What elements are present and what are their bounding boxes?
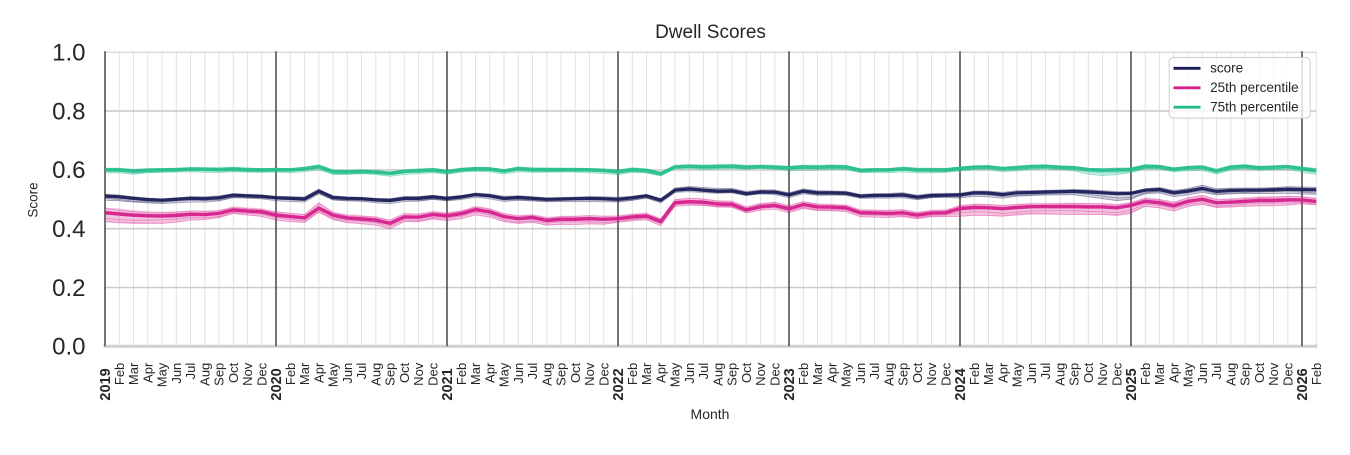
svg-text:Feb: Feb (796, 363, 811, 385)
svg-text:May: May (155, 362, 170, 387)
svg-text:May: May (668, 362, 683, 387)
svg-text:1.0: 1.0 (52, 40, 85, 67)
svg-text:Jun: Jun (340, 363, 355, 384)
svg-text:Sep: Sep (383, 363, 398, 386)
svg-text:Dec: Dec (938, 362, 953, 386)
svg-text:Mar: Mar (297, 362, 312, 385)
svg-text:Oct: Oct (739, 362, 754, 383)
svg-text:75th percentile: 75th percentile (1210, 99, 1299, 114)
svg-text:Dec: Dec (1109, 362, 1124, 386)
svg-text:Nov: Nov (582, 362, 597, 386)
svg-text:Jun: Jun (1195, 363, 1210, 384)
svg-text:May: May (497, 362, 512, 387)
svg-text:Nov: Nov (753, 362, 768, 386)
svg-text:Aug: Aug (1052, 363, 1067, 386)
svg-text:0.4: 0.4 (52, 216, 85, 243)
svg-text:Aug: Aug (368, 363, 383, 386)
svg-text:Feb: Feb (967, 363, 982, 385)
svg-text:May: May (839, 362, 854, 387)
svg-text:Mar: Mar (1152, 362, 1167, 385)
svg-text:Dec: Dec (425, 362, 440, 386)
svg-text:Dec: Dec (254, 362, 269, 386)
svg-text:2021: 2021 (440, 368, 456, 400)
svg-text:Mar: Mar (810, 362, 825, 385)
svg-text:Feb: Feb (1138, 363, 1153, 385)
svg-text:Oct: Oct (226, 362, 241, 383)
svg-text:Jun: Jun (169, 363, 184, 384)
svg-text:0.0: 0.0 (52, 334, 85, 361)
svg-text:Jun: Jun (853, 363, 868, 384)
svg-text:Nov: Nov (240, 362, 255, 386)
svg-text:Oct: Oct (1081, 362, 1096, 383)
svg-text:Nov: Nov (411, 362, 426, 386)
svg-text:Feb: Feb (625, 363, 640, 385)
svg-text:Sep: Sep (1238, 363, 1253, 386)
svg-text:Jun: Jun (511, 363, 526, 384)
svg-text:Jul: Jul (183, 363, 198, 380)
svg-text:Apr: Apr (482, 362, 497, 383)
svg-text:Feb: Feb (1309, 363, 1324, 385)
svg-text:Oct: Oct (568, 362, 583, 383)
svg-text:May: May (326, 362, 341, 387)
svg-text:Jul: Jul (1209, 363, 1224, 380)
svg-text:2023: 2023 (782, 368, 798, 400)
svg-text:25th percentile: 25th percentile (1210, 80, 1299, 95)
svg-text:2025: 2025 (1124, 368, 1140, 400)
svg-text:Dwell Scores: Dwell Scores (655, 22, 766, 43)
svg-text:Jun: Jun (682, 363, 697, 384)
svg-text:Aug: Aug (1223, 363, 1238, 386)
svg-text:Apr: Apr (140, 362, 155, 383)
svg-text:Apr: Apr (824, 362, 839, 383)
svg-text:Oct: Oct (397, 362, 412, 383)
svg-text:Mar: Mar (468, 362, 483, 385)
svg-text:0.8: 0.8 (52, 98, 85, 125)
svg-text:Mar: Mar (981, 362, 996, 385)
svg-text:Oct: Oct (1252, 362, 1267, 383)
svg-text:Jul: Jul (696, 363, 711, 380)
svg-text:Feb: Feb (454, 363, 469, 385)
svg-text:Jul: Jul (525, 363, 540, 380)
svg-text:Month: Month (691, 406, 730, 422)
svg-text:Aug: Aug (197, 363, 212, 386)
svg-text:May: May (1181, 362, 1196, 387)
svg-text:Mar: Mar (639, 362, 654, 385)
svg-text:Dec: Dec (767, 362, 782, 386)
svg-text:Dec: Dec (1280, 362, 1295, 386)
svg-text:Feb: Feb (112, 363, 127, 385)
svg-text:Oct: Oct (910, 362, 925, 383)
svg-text:Jul: Jul (354, 363, 369, 380)
svg-text:2020: 2020 (269, 368, 285, 400)
svg-text:Apr: Apr (1166, 362, 1181, 383)
svg-text:May: May (1010, 362, 1025, 387)
svg-text:2022: 2022 (611, 368, 627, 400)
svg-text:Apr: Apr (995, 362, 1010, 383)
svg-text:Sep: Sep (725, 363, 740, 386)
svg-text:2019: 2019 (98, 368, 114, 400)
svg-text:Nov: Nov (1095, 362, 1110, 386)
svg-text:Sep: Sep (554, 363, 569, 386)
svg-text:0.6: 0.6 (52, 157, 85, 184)
svg-text:Aug: Aug (539, 363, 554, 386)
svg-text:Sep: Sep (212, 363, 227, 386)
svg-text:Feb: Feb (283, 363, 298, 385)
svg-text:score: score (1210, 61, 1243, 76)
svg-text:Mar: Mar (126, 362, 141, 385)
svg-text:Sep: Sep (1067, 363, 1082, 386)
svg-text:0.2: 0.2 (52, 275, 85, 302)
svg-text:Jul: Jul (867, 363, 882, 380)
svg-text:Dec: Dec (596, 362, 611, 386)
svg-text:Nov: Nov (924, 362, 939, 386)
svg-text:Apr: Apr (653, 362, 668, 383)
svg-text:Score: Score (26, 182, 41, 217)
svg-text:Apr: Apr (311, 362, 326, 383)
svg-text:2024: 2024 (953, 368, 969, 400)
svg-text:Nov: Nov (1266, 362, 1281, 386)
svg-text:Aug: Aug (881, 363, 896, 386)
svg-text:Jul: Jul (1038, 363, 1053, 380)
svg-text:Aug: Aug (710, 363, 725, 386)
svg-text:Sep: Sep (896, 363, 911, 386)
svg-text:2026: 2026 (1295, 368, 1311, 400)
svg-text:Jun: Jun (1024, 363, 1039, 384)
